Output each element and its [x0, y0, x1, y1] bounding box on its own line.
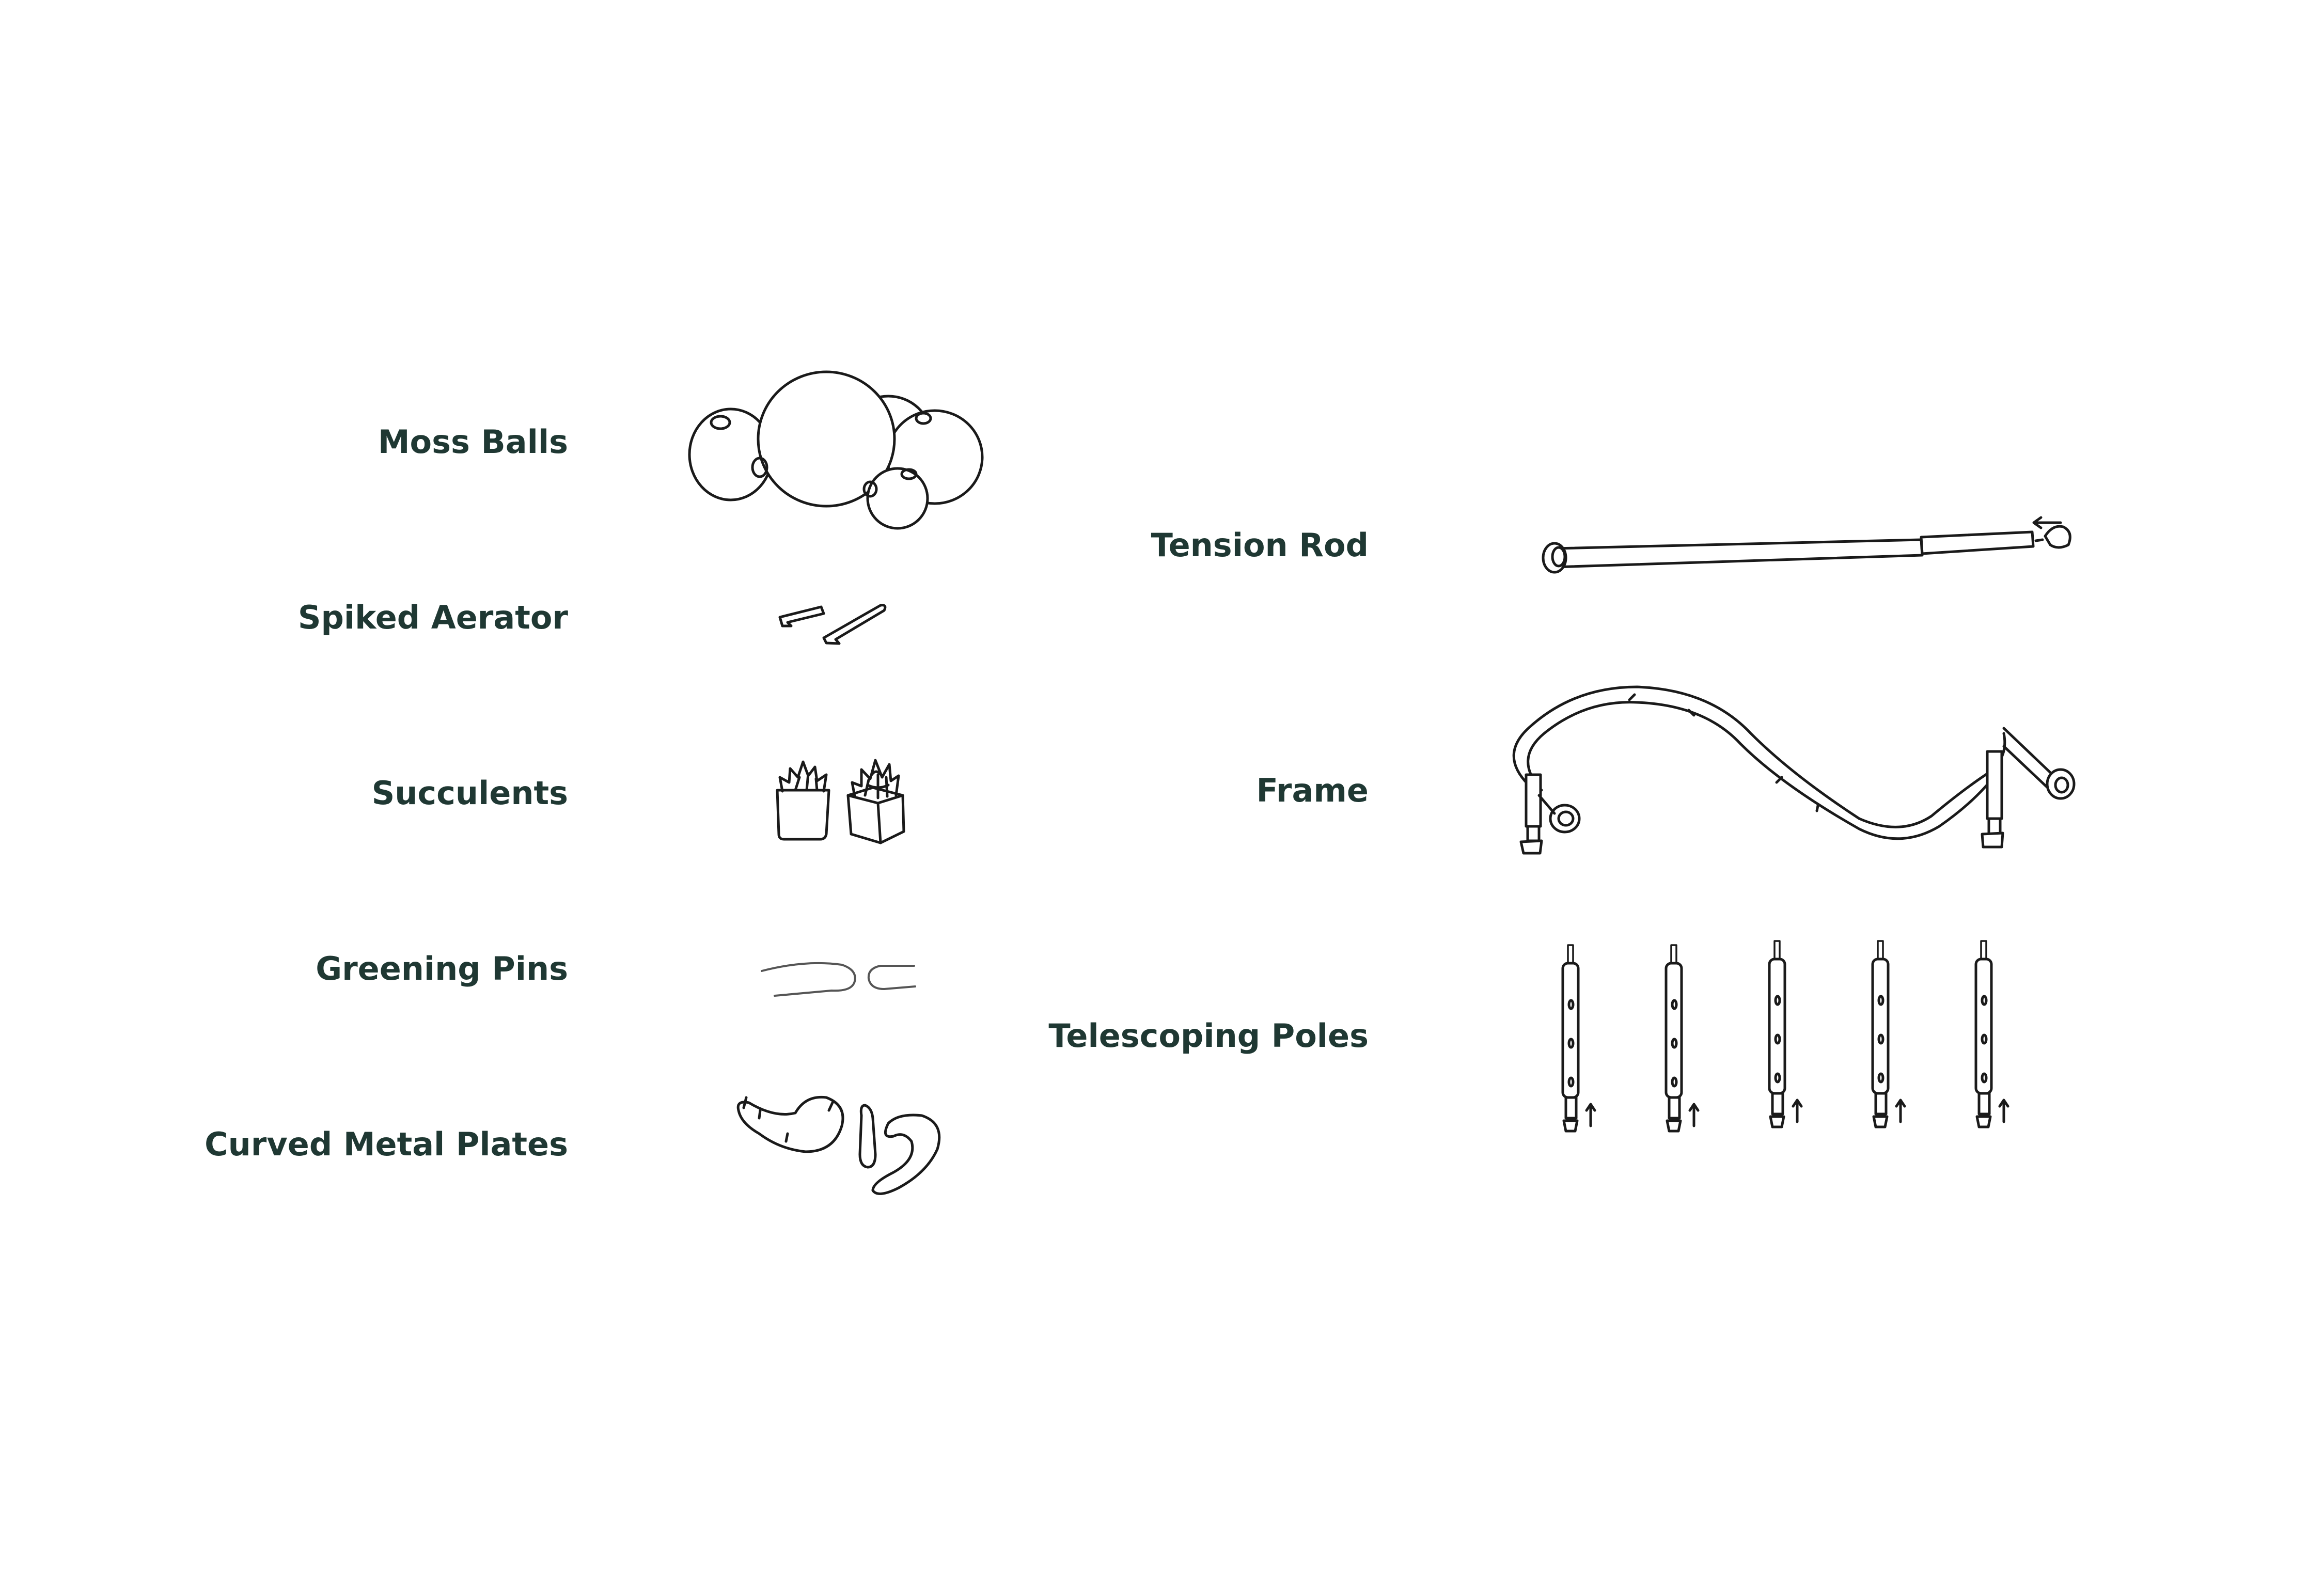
greening-pins-icon [761, 962, 916, 997]
frame-icon [1512, 685, 2076, 855]
label-tension-rod: Tension Rod [1151, 526, 1369, 564]
succulents-icon [776, 759, 905, 844]
telescoping-poles-icon [1561, 940, 2009, 1133]
tension-rod-icon [1542, 516, 2071, 574]
moss-balls-icon [688, 370, 984, 530]
label-telescoping-poles: Telescoping Poles [1048, 1017, 1369, 1055]
label-moss-balls: Moss Balls [378, 423, 568, 461]
spiked-aerator-icon [778, 604, 887, 645]
label-greening-pins: Greening Pins [316, 950, 568, 987]
label-succulents: Succulents [371, 774, 568, 812]
label-frame: Frame [1256, 772, 1369, 809]
label-curved-metal-plates: Curved Metal Plates [205, 1125, 568, 1163]
curved-metal-plates-icon [736, 1095, 941, 1195]
label-spiked-aerator: Spiked Aerator [297, 599, 568, 636]
